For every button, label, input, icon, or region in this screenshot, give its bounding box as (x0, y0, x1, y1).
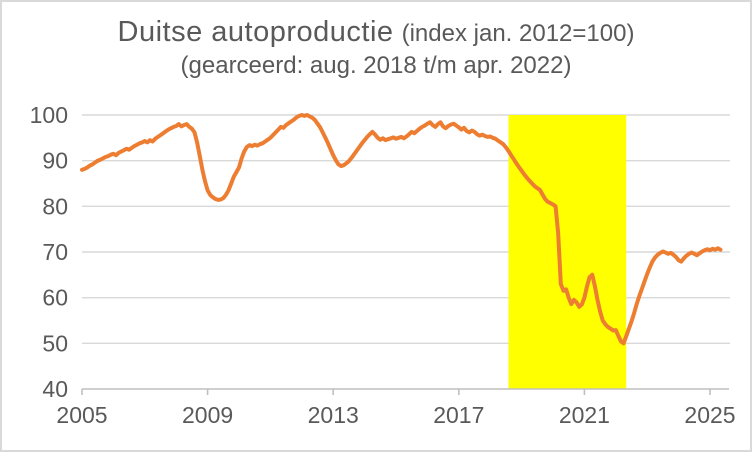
chart-title-suffix: (index jan. 2012=100) (401, 20, 635, 47)
production-line-series (80, 113, 723, 346)
series-group (80, 113, 723, 346)
chart-title-main: Duitse autoproductie (117, 16, 394, 48)
axes-group (81, 388, 729, 395)
x-axis-label: 2017 (433, 402, 484, 428)
chart-title-line: Duitse autoproductie (index jan. 2012=10… (2, 16, 750, 49)
y-axis-label: 60 (42, 285, 68, 311)
gridlines-group (82, 114, 730, 345)
y-axis-label: 100 (30, 102, 68, 128)
highlight-band-group (508, 115, 627, 389)
axis-labels-group: 40 50 60 70 80 90 100 2005 2009 2013 2017 2021 2025 (30, 102, 736, 428)
y-axis-label: 50 (42, 330, 68, 356)
y-axis-label: 40 (42, 376, 68, 402)
chart-subtitle: (gearceerd: aug. 2018 t/m apr. 2022) (180, 52, 572, 80)
x-axis-label: 2005 (56, 402, 107, 428)
y-axis-label: 80 (42, 193, 68, 219)
chart-title-block: Duitse autoproductie (index jan. 2012=10… (2, 16, 750, 80)
y-axis-label: 90 (42, 148, 68, 174)
x-axis-label: 2021 (559, 402, 610, 428)
y-axis-label: 70 (42, 239, 68, 265)
x-axis-label: 2025 (684, 402, 735, 428)
x-axis-label: 2013 (308, 402, 359, 428)
x-axis-label: 2009 (182, 402, 233, 428)
highlight-band (508, 115, 627, 389)
